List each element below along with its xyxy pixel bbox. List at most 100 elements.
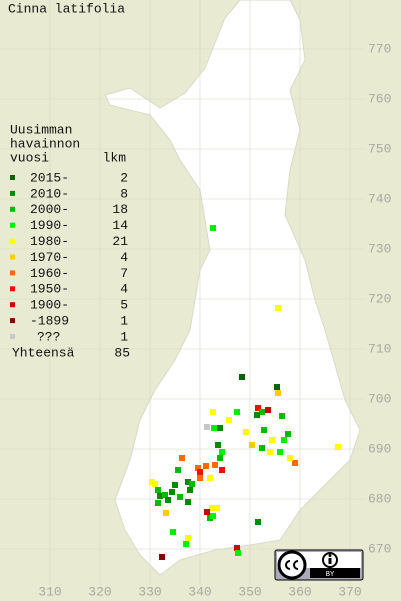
record-square [219,467,225,473]
record-square [149,479,155,485]
record-square [155,500,161,506]
legend-count: 4 [120,282,128,297]
record-square [249,442,255,448]
legend-label: 1950- [30,282,69,297]
record-square [209,505,215,511]
record-square [287,455,293,461]
license-label: BY [326,571,335,579]
record-square [243,429,249,435]
legend-label: 1990- [30,218,69,233]
legend-label: 2010- [30,186,69,201]
record-square [275,305,281,311]
x-tick-label: 350 [238,584,261,599]
y-tick-label: 720 [368,291,391,306]
record-square [197,475,203,481]
record-square [210,513,216,519]
legend-label: ??? [37,329,60,344]
legend-header: vuosi [10,150,49,165]
record-square [261,427,267,433]
legend-label: 1900- [30,298,69,313]
y-tick-label: 710 [368,341,391,356]
x-tick-label: 370 [338,584,361,599]
record-square [204,509,210,515]
y-tick-label: 700 [368,391,391,406]
record-square [210,409,216,415]
legend-swatch [10,206,15,212]
record-square [235,550,241,556]
y-tick-label: 740 [368,191,391,206]
record-square [189,481,195,487]
record-square [234,545,240,551]
legend-swatch [10,238,15,244]
legend-count: 4 [120,250,128,265]
legend-count: 1 [120,329,128,344]
record-square [155,487,161,493]
record-square [175,467,181,473]
y-tick-label: 730 [368,241,391,256]
record-square [215,442,221,448]
record-square [185,479,191,485]
record-square [292,460,298,466]
record-square [165,497,171,503]
record-square [207,475,213,481]
legend-label: -1899 [30,314,69,329]
legend-header: havainnon [10,136,80,151]
record-square [163,510,169,516]
legend-count: 21 [112,234,128,249]
record-square [259,445,265,451]
legend-count: 14 [112,218,128,233]
legend-swatch [10,270,15,276]
record-square [183,541,189,547]
license-badge: BY [274,549,364,581]
record-square [197,469,203,475]
legend-label: 2015- [30,170,69,185]
record-square [285,431,291,437]
x-tick-label: 320 [88,584,111,599]
record-square [214,505,220,511]
legend-count: 2 [120,170,128,185]
record-square [255,519,261,525]
record-square [172,482,178,488]
legend-label: 1980- [30,234,69,249]
record-square [217,425,223,431]
record-square [162,492,168,498]
x-tick-label: 340 [188,584,211,599]
record-square [185,499,191,505]
record-square [239,374,245,380]
record-square [195,465,201,471]
record-square [279,413,285,419]
record-square [335,444,341,450]
record-square [274,384,280,390]
legend-total-label: Yhteensä [12,345,75,360]
record-square [275,390,281,396]
record-square [269,437,275,443]
record-square [157,493,163,499]
record-square [281,437,287,443]
legend-count: 1 [120,314,128,329]
record-square [217,455,223,461]
legend-swatch [10,222,15,228]
record-square [187,487,193,493]
x-tick-label: 310 [38,584,61,599]
y-tick-label: 770 [368,41,391,56]
record-square [254,412,260,418]
legend-count: 7 [120,266,128,281]
record-square [159,554,165,560]
legend-label: 2000- [30,202,69,217]
y-tick-label: 760 [368,91,391,106]
record-square [265,407,271,413]
legend-swatch [10,175,15,180]
x-tick-label: 360 [288,584,311,599]
record-square [259,409,265,415]
legend-swatch [10,318,15,324]
record-square [210,225,216,231]
legend-label: 1970- [30,250,69,265]
y-tick-label: 750 [368,141,391,156]
record-square [267,449,273,455]
record-square [203,463,209,469]
record-square [179,455,185,461]
record-square [212,462,218,468]
title: Cinna latifolia [8,1,125,16]
record-square [234,409,240,415]
